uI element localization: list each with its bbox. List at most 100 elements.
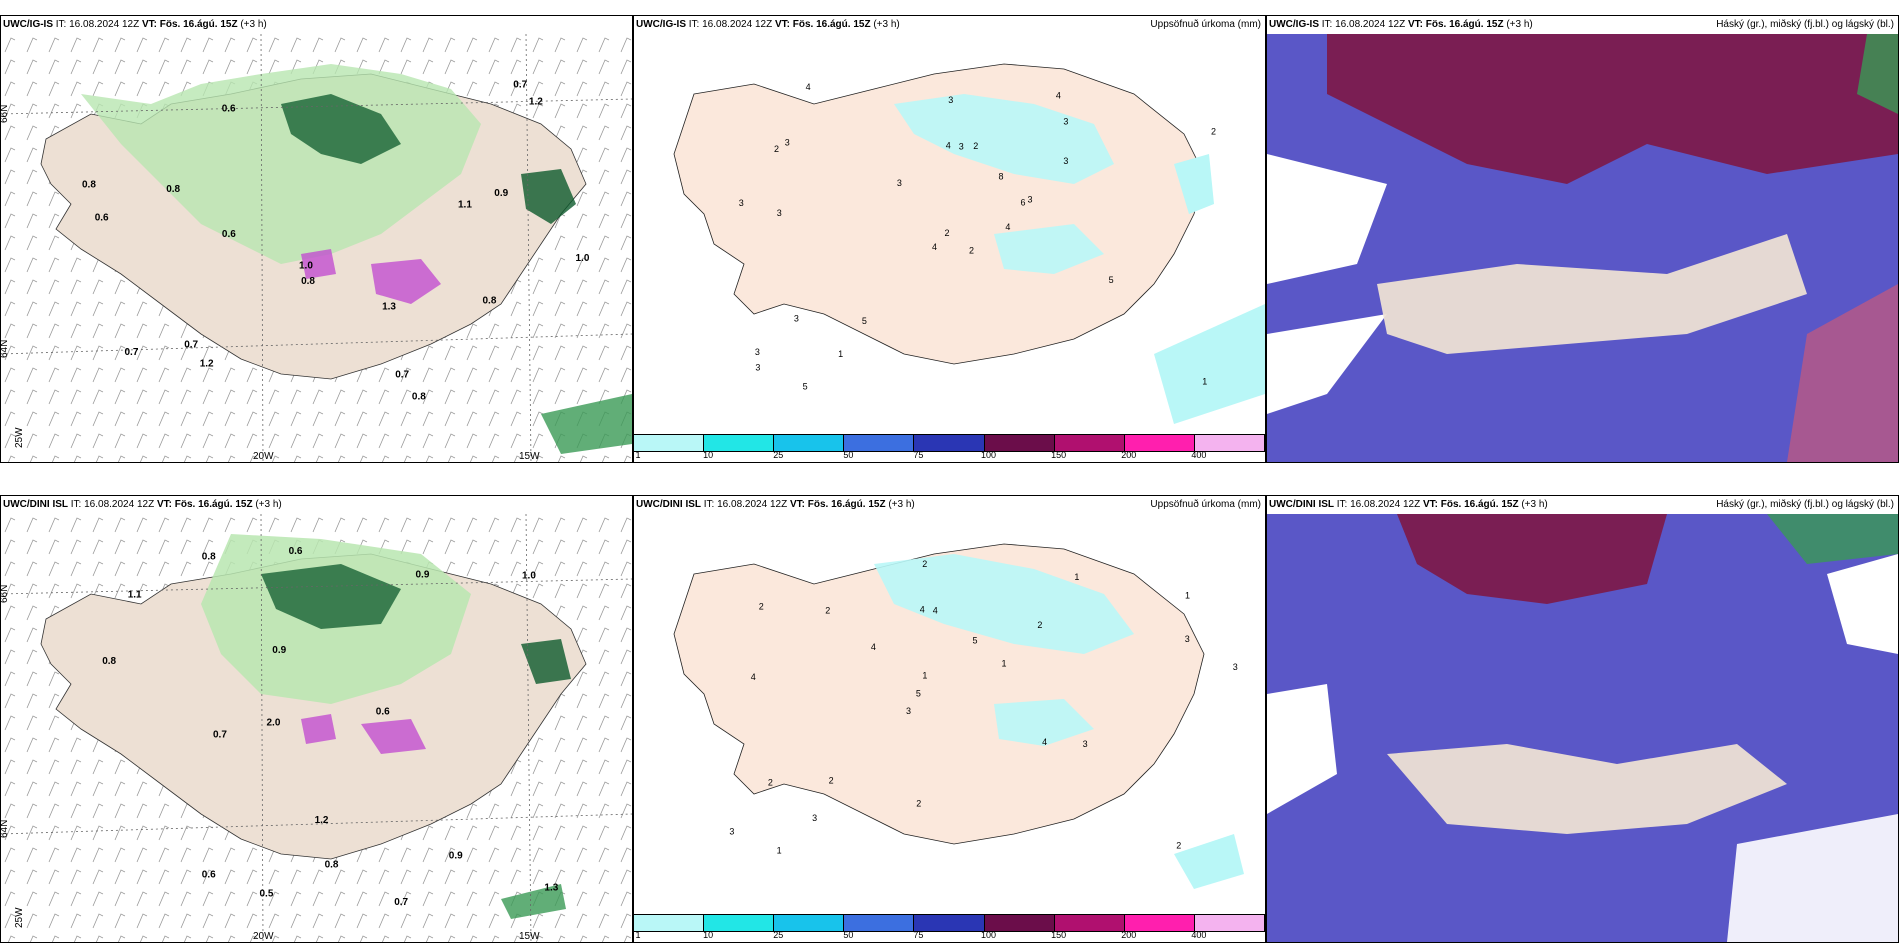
value-label: 2 — [922, 559, 927, 569]
value-label: 2 — [759, 602, 764, 612]
value-label: 1.3 — [382, 302, 396, 313]
value-label: 0.8 — [102, 656, 116, 667]
value-label: 3 — [1083, 739, 1088, 749]
legend-tick-label: 75 — [913, 450, 924, 460]
legend-tick-label: 150 — [1051, 930, 1067, 940]
valid-label: VT: — [1407, 19, 1423, 30]
value-label: 3 — [785, 138, 790, 148]
value-label: 4 — [1056, 91, 1061, 101]
valid-time: Fös. 16.ágú. 15Z — [1425, 19, 1504, 30]
lat-label-66: 66N — [1, 105, 10, 123]
legend-tick-label: 10 — [703, 450, 714, 460]
init-time: IT: 16.08.2024 12Z — [1321, 19, 1406, 30]
value-label: 1 — [922, 671, 927, 681]
legend-swatch — [844, 435, 915, 451]
value-label: 3 — [1063, 156, 1068, 166]
value-label: 3 — [906, 706, 911, 716]
value-label: 1 — [777, 845, 782, 855]
value-label: 1 — [838, 349, 843, 359]
legend-swatch — [774, 435, 845, 451]
legend-tick-label: 200 — [1121, 450, 1137, 460]
cloud-cover-map[interactable] — [1267, 514, 1898, 942]
value-label: 4 — [932, 242, 937, 252]
value-label: 2 — [1211, 127, 1216, 137]
init-time: IT: 16.08.2024 12Z — [70, 499, 155, 510]
init-time: IT: 16.08.2024 12Z — [688, 19, 773, 30]
wind-precip-map[interactable]: 66N 64N 20W 15W 25W 0.8 0.6 0.7 0.8 0.9 0.7 1.… — [1, 34, 632, 462]
model-name: UWC/DINI ISL — [1269, 499, 1334, 510]
panel-header: UWC/IG-IS IT: 16.08.2024 12Z VT: Fös. 16… — [1267, 16, 1898, 34]
valid-label: VT: — [141, 19, 157, 30]
value-label: 5 — [1109, 275, 1114, 285]
init-time: IT: 16.08.2024 12Z — [1336, 499, 1421, 510]
value-label: 2 — [768, 777, 773, 787]
value-label: 0.8 — [202, 551, 216, 562]
value-label: 1.2 — [315, 815, 329, 826]
value-label: 5 — [973, 636, 978, 646]
value-label: 0.9 — [416, 570, 430, 581]
value-label: 0.6 — [222, 104, 236, 115]
value-label: 0.7 — [395, 370, 409, 381]
panel-header: UWC/IG-IS IT: 16.08.2024 12Z VT: Fös. 16… — [1, 16, 632, 34]
value-label: 0.8 — [166, 184, 180, 195]
value-label: 3 — [1233, 662, 1238, 672]
value-label: 0.9 — [272, 645, 286, 656]
valid-time: Fös. 16.ágú. 15Z — [1440, 499, 1519, 510]
legend-swatch — [1054, 435, 1125, 451]
legend-tick-label: 1 — [635, 930, 641, 940]
panel-header: UWC/DINI ISL IT: 16.08.2024 12Z VT: Fös.… — [634, 496, 1265, 514]
panel-bottom-right: UWC/DINI ISL IT: 16.08.2024 12Z VT: Fös.… — [1266, 495, 1899, 943]
model-name: UWC/IG-IS — [636, 19, 686, 30]
value-label: 1 — [1185, 591, 1190, 601]
value-label: 0.8 — [82, 180, 96, 191]
valid-time: Fös. 16.ágú. 15Z — [792, 19, 871, 30]
panel-header: UWC/IG-IS IT: 16.08.2024 12Z VT: Fös. 16… — [634, 16, 1265, 34]
value-label: 0.8 — [301, 276, 315, 287]
lat-label-66: 66N — [1, 585, 10, 603]
legend-swatch — [1124, 435, 1195, 451]
lead-time: (+3 h) — [1506, 19, 1533, 30]
legend-tick-label: 25 — [773, 930, 784, 940]
wind-precip-map[interactable]: 66N 64N 20W 15W 25W 0.5 0.7 0.6 0.9 0.8 1.1 0.… — [1, 514, 632, 942]
value-label: 3 — [1063, 117, 1068, 127]
value-label: 1.2 — [529, 96, 543, 107]
panel-bottom-left: UWC/DINI ISL IT: 16.08.2024 12Z VT: Fös.… — [0, 495, 633, 943]
valid-time: Fös. 16.ágú. 15Z — [159, 19, 238, 30]
value-label: 0.6 — [202, 869, 216, 880]
value-label: 1.1 — [128, 590, 142, 601]
value-label: 4 — [1005, 222, 1010, 232]
panel-header: UWC/DINI ISL IT: 16.08.2024 12Z VT: Fös.… — [1267, 496, 1898, 514]
valid-label: VT: — [1422, 499, 1438, 510]
value-label: 1.0 — [576, 253, 590, 264]
cloud-cover-map[interactable] — [1267, 34, 1898, 462]
legend-tick-label: 150 — [1051, 450, 1067, 460]
valid-label: VT: — [789, 499, 805, 510]
field-title: Uppsöfnuð úrkoma (mm) — [1150, 19, 1261, 30]
valid-time: Fös. 16.ágú. 15Z — [174, 499, 253, 510]
value-label: 1 — [1074, 572, 1079, 582]
wind-value-labels: 0.5 0.7 0.6 0.9 0.8 1.1 0.7 1.3 0.6 0.9 1.0 0.8 2.0 1… — [102, 546, 559, 908]
panel-bottom-middle: UWC/DINI ISL IT: 16.08.2024 12Z VT: Fös.… — [633, 495, 1266, 943]
value-label: 0.6 — [222, 229, 236, 240]
model-name: UWC/IG-IS — [3, 19, 53, 30]
init-time: IT: 16.08.2024 12Z — [703, 499, 788, 510]
legend-tick-label: 10 — [703, 930, 714, 940]
precip-legend: 1 10 25 50 75 100 150 200 400 — [634, 914, 1265, 942]
valid-label: VT: — [156, 499, 172, 510]
field-title: Háský (gr.), miðský (fj.bl.) og lágský (… — [1716, 19, 1894, 30]
value-label: 0.7 — [184, 339, 198, 350]
legend-swatch — [1194, 915, 1265, 931]
value-label: 2 — [945, 228, 950, 238]
value-label: 3 — [777, 208, 782, 218]
legend-swatch — [1054, 915, 1125, 931]
lead-time: (+3 h) — [255, 499, 282, 510]
precip-legend: 1 10 25 50 75 100 150 200 400 — [634, 434, 1265, 462]
field-title: Uppsöfnuð úrkoma (mm) — [1150, 499, 1261, 510]
value-label: 2 — [916, 798, 921, 808]
value-label: 1.3 — [544, 883, 558, 894]
value-label: 0.6 — [95, 213, 109, 224]
